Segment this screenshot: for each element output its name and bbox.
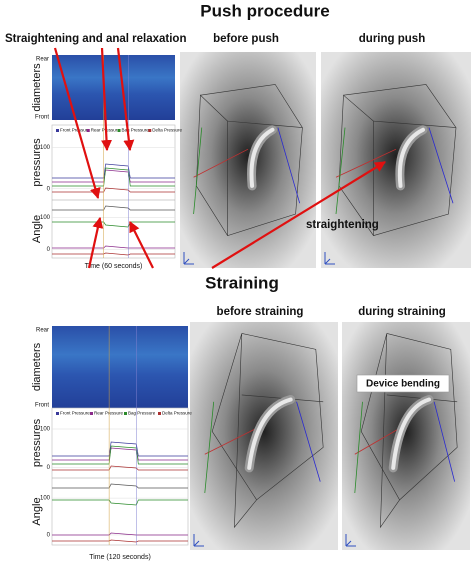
plot-frame <box>51 124 176 259</box>
device-highlight <box>391 397 432 470</box>
legend-swatch <box>124 412 127 415</box>
wireframe <box>227 120 303 128</box>
trace <box>52 245 175 249</box>
trace <box>52 447 188 461</box>
annotation-box <box>356 374 450 393</box>
annotation: straightening <box>306 219 379 231</box>
wireframe <box>338 84 457 236</box>
trace <box>52 169 175 183</box>
legend-swatch <box>86 129 90 132</box>
trace <box>52 445 188 465</box>
legend-swatch <box>56 412 59 415</box>
legend-label: Delta Pressure <box>162 411 192 416</box>
wireframe <box>373 120 457 128</box>
trace <box>52 465 188 471</box>
legend-swatch <box>117 129 121 132</box>
device-highlight <box>247 397 293 470</box>
image-title: during push <box>359 33 425 45</box>
tick-label: 100 <box>40 427 51 433</box>
trace <box>52 441 188 457</box>
view-background <box>342 322 470 550</box>
trace <box>52 205 175 211</box>
axis-x <box>193 148 249 178</box>
y-axis-label: Angle <box>31 215 43 243</box>
axis-z <box>277 127 301 204</box>
axis-y <box>193 127 203 215</box>
x-axis-label: Time (120 seconds) <box>89 554 151 561</box>
trace <box>52 532 188 536</box>
heatmap-top-label: Rear <box>36 57 49 63</box>
view-background <box>190 322 338 550</box>
x-axis-label: Time (60 seconds) <box>85 263 143 270</box>
image-title: before straining <box>217 306 304 318</box>
section-title: Straining <box>205 273 279 292</box>
heatmap-top-label: Rear <box>36 328 49 334</box>
y-axis-label: diameters <box>31 342 43 391</box>
tick-label: 0 <box>47 186 51 192</box>
image-title: before push <box>213 33 279 45</box>
legend-swatch <box>148 129 152 132</box>
arrows <box>53 47 386 269</box>
tick-label: 0 <box>47 465 51 471</box>
y-axis-label: diameters <box>31 63 43 112</box>
tick-label: 100 <box>40 496 51 502</box>
legend-label: Front Pressure <box>60 128 90 133</box>
axis-z <box>428 127 454 204</box>
legend-swatch <box>158 412 161 415</box>
plot-frame <box>51 407 189 546</box>
heatmap <box>52 55 175 120</box>
axis-z <box>433 401 456 482</box>
wireframe <box>360 333 458 529</box>
view-background <box>180 52 316 268</box>
trace <box>52 483 188 489</box>
tick-label: 100 <box>40 145 51 151</box>
legend-label: Front Pressure <box>60 411 90 416</box>
axis-z <box>296 401 321 482</box>
tick-label: 0 <box>47 533 51 539</box>
wireframe <box>196 84 303 236</box>
image-title: during straining <box>358 306 446 318</box>
legend-label: Delta Pressure <box>152 128 182 133</box>
device-highlight <box>397 127 425 188</box>
view-background <box>321 52 471 268</box>
orientation-icon <box>345 534 356 547</box>
signal-plots: Rear Front diameters pressures Angle Time (60… <box>31 55 192 561</box>
trace <box>52 539 188 543</box>
heatmap <box>52 326 188 408</box>
legend-label: Rear Pressure <box>94 411 124 416</box>
legend-swatch <box>56 129 59 132</box>
legend-swatch <box>90 412 93 415</box>
axis-y <box>354 401 363 494</box>
legend-label: Bag Pressure <box>122 128 150 133</box>
heatmap-bottom-label: Front <box>35 115 49 121</box>
wireframe <box>211 333 324 529</box>
orientation-icon <box>193 534 204 547</box>
annotation: Device bending <box>366 379 440 390</box>
trace <box>52 252 175 256</box>
plot-title: Straightening and anal relaxation <box>5 33 186 45</box>
orientation-icon <box>183 252 194 265</box>
legend-label: Bag Pressure <box>128 411 156 416</box>
y-axis-label: pressures <box>31 418 43 467</box>
trace <box>52 163 175 179</box>
device-highlight <box>249 127 275 188</box>
figure-title: Push procedure <box>200 1 329 20</box>
3d-views <box>180 52 471 550</box>
y-axis-label: Angle <box>31 497 43 525</box>
tick-label: 0 <box>47 247 51 253</box>
tick-label: 100 <box>40 215 51 221</box>
axis-y <box>204 401 215 494</box>
axis-y <box>335 127 346 215</box>
trace <box>52 499 188 506</box>
heatmap-bottom-label: Front <box>35 403 49 409</box>
axis-x <box>335 148 397 178</box>
orientation-icon <box>324 252 335 265</box>
y-axis-label: pressures <box>31 138 43 187</box>
